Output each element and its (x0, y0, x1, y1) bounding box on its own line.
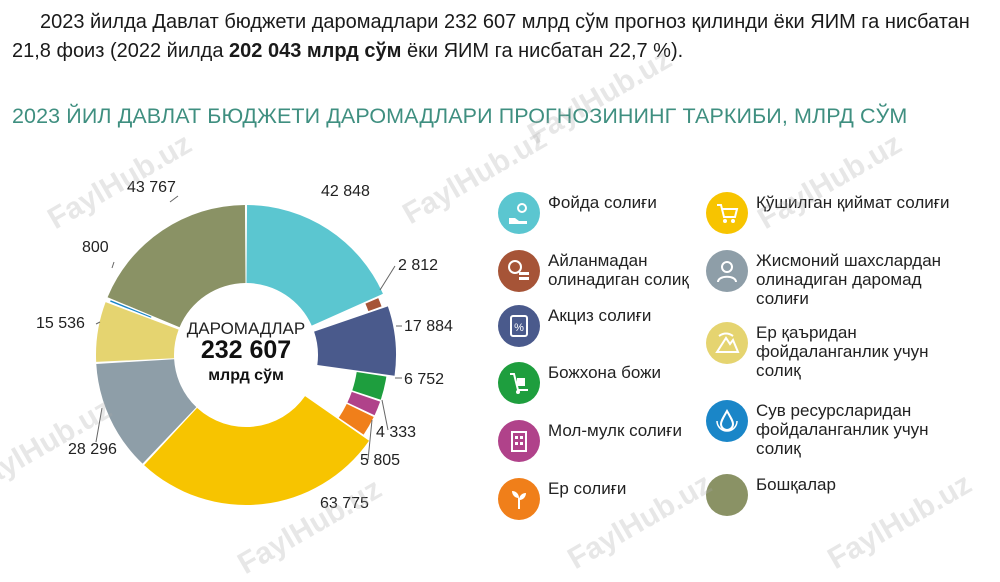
slice-value-label: 2 812 (398, 257, 438, 274)
legend-item: Ер солиғи (498, 478, 698, 520)
building-icon (498, 420, 540, 462)
legend-item: Мол-мулк солиғи (498, 420, 698, 462)
shopping-cart-icon (706, 192, 748, 234)
slice-value-label: 43 767 (127, 179, 176, 196)
water-drop-icon (706, 400, 748, 442)
slice-value-label: 15 536 (36, 315, 85, 332)
donut-slice (96, 302, 179, 362)
legend-label: Айланмадан олинадиган солиқ (548, 251, 689, 289)
legend-item: Фойда солиғи (498, 192, 698, 234)
intro-text-bold: 202 043 млрд сўм (229, 40, 402, 62)
leader-line (169, 195, 179, 203)
leader-line (95, 407, 103, 443)
sprout-icon (498, 478, 540, 520)
leader-line (379, 265, 396, 291)
intro-paragraph: 2023 йилда Давлат бюджети даромадлари 23… (12, 8, 992, 66)
donut-slices (96, 205, 397, 506)
donut-slice (314, 306, 397, 376)
legend-label: Мол-мулк солиғи (548, 421, 682, 440)
percent-document-icon: % (498, 305, 540, 347)
legend-label: Ер қаъридан фойдаланганлик учун солиқ (756, 323, 929, 380)
donut-slice (365, 298, 382, 312)
leader-line (381, 399, 389, 431)
legend-label: Қўшилган қиймат солиғи (756, 193, 950, 212)
legend-item: Қўшилган қиймат солиғи (706, 192, 956, 234)
legend-item: Ер қаъридан фойдаланганлик учун солиқ (706, 322, 956, 380)
donut-value-labels: 42 848 2 812 17 884 6 752 4 333 5 805 63 775 28… (36, 179, 453, 512)
legend-item: Сув ресурсларидан фойдаланганлик учун со… (706, 400, 956, 458)
legend-label: Ер солиғи (548, 479, 627, 498)
coin-hand-icon (498, 192, 540, 234)
hand-truck-icon (498, 362, 540, 404)
donut-center-line1: ДАРОМАДЛАР (187, 319, 305, 338)
legend-label: Сув ресурсларидан фойдаланганлик учун со… (756, 401, 929, 458)
donut-chart: 42 848 2 812 17 884 6 752 4 333 5 805 63 775 28… (36, 179, 453, 512)
donut-slice (352, 372, 387, 400)
donut-center-unit: млрд сўм (208, 367, 284, 384)
donut-center-total: 232 607 (201, 336, 291, 364)
coins-stack-icon (498, 250, 540, 292)
slice-value-label: 42 848 (321, 183, 370, 200)
legend-item: Бошқалар (706, 474, 956, 516)
mining-icon (706, 322, 748, 364)
legend-item: Жисмоний шахслардан олинадиган даромад с… (706, 250, 956, 308)
legend-label: Фойда солиғи (548, 193, 657, 212)
leader-line (95, 321, 101, 325)
slice-value-label: 4 333 (376, 424, 416, 441)
chart-title: 2023 ЙИЛ ДАВЛАТ БЮДЖЕТИ ДАРОМАДЛАРИ ПРОГ… (12, 104, 908, 128)
donut-slice (110, 300, 152, 318)
slice-value-label: 800 (82, 239, 109, 256)
donut-slice (338, 403, 374, 435)
leader-line (367, 419, 373, 461)
slice-value-label: 6 752 (404, 371, 444, 388)
slice-value-label: 17 884 (404, 318, 453, 335)
person-icon (706, 250, 748, 292)
leader-line (111, 261, 115, 269)
donut-slice (246, 205, 383, 326)
intro-text-part2: ёки ЯИМ га нисбатан 22,7 %). (401, 40, 684, 62)
slice-value-label: 63 775 (320, 495, 369, 512)
donut-slice (347, 391, 381, 416)
donut-slice (96, 359, 197, 464)
legend-label: Жисмоний шахслардан олинадиган даромад с… (756, 251, 942, 308)
donut-slice (107, 205, 246, 328)
slice-value-label: 5 805 (360, 452, 400, 469)
legend-item: % Акциз солиғи (498, 305, 698, 347)
legend-label: Акциз солиғи (548, 306, 652, 325)
intro-text-part1: 2023 йилда Давлат бюджети даромадлари 23… (12, 11, 970, 62)
legend-item: Божхона божи (498, 362, 698, 404)
legend-label: Божхона божи (548, 363, 661, 382)
slice-value-label: 28 296 (68, 441, 117, 458)
legend-item: Айланмадан олинадиган солиқ (498, 250, 698, 292)
donut-slice (144, 396, 370, 506)
svg-text:%: % (514, 322, 524, 334)
legend-label: Бошқалар (756, 475, 836, 494)
legend-swatch (706, 474, 748, 516)
donut-leader-lines (95, 195, 402, 461)
